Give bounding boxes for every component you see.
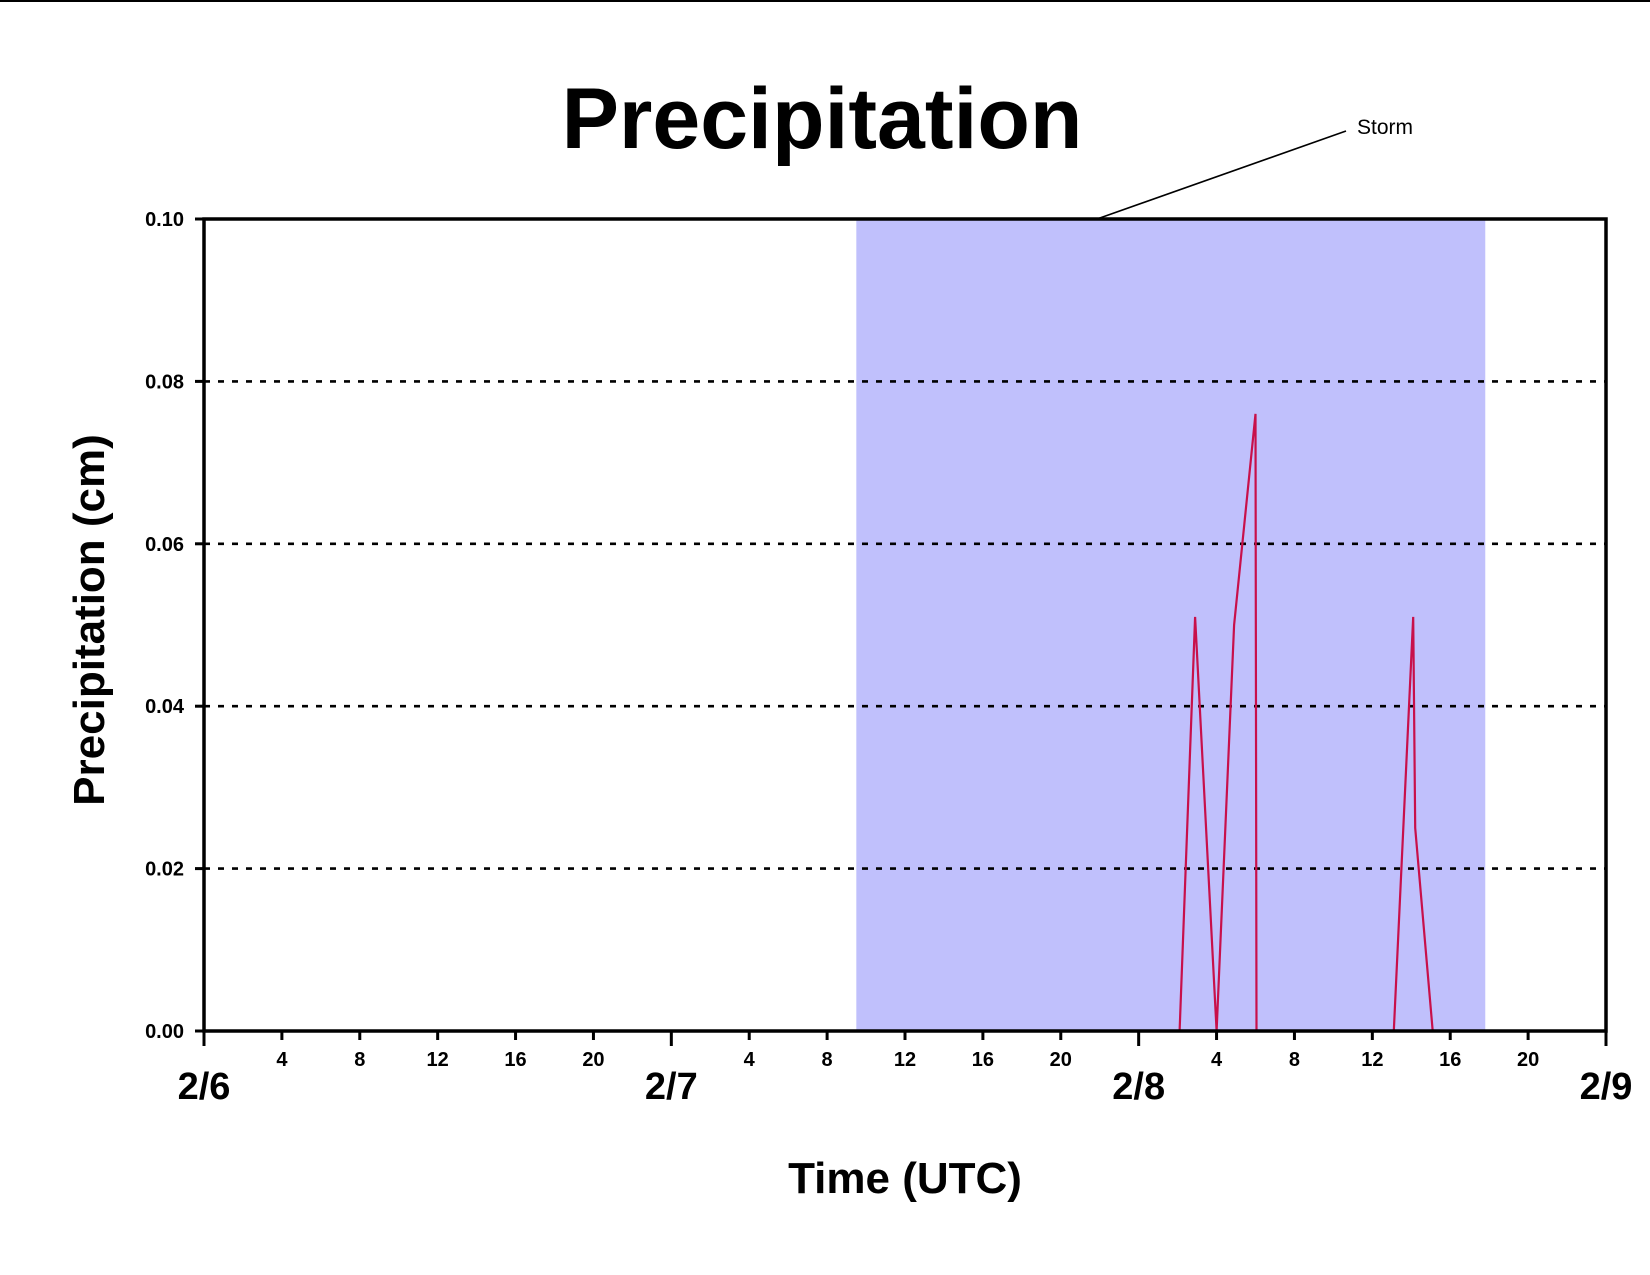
x-minor-tick-label: 16: [504, 1049, 526, 1071]
y-axis-title: Precipitation (cm): [65, 434, 114, 806]
precipitation-series-line: [204, 413, 1606, 1033]
x-minor-tick-label: 12: [427, 1049, 449, 1071]
x-minor-tick-label: 12: [894, 1049, 916, 1071]
x-major-tick-label: 2/8: [1112, 1066, 1165, 1108]
storm-label: Storm: [1357, 116, 1413, 139]
x-minor-tick-label: 4: [276, 1049, 288, 1071]
storm-leader-line: [1096, 130, 1347, 220]
x-major-tick-label: 2/7: [645, 1066, 698, 1108]
y-tick-label: 0.10: [145, 209, 184, 231]
chart-title: Precipitation: [562, 71, 1083, 167]
storm-annotation: Storm: [1096, 116, 1413, 220]
x-minor-tick-label: 8: [822, 1049, 833, 1071]
x-minor-tick-label: 8: [1289, 1049, 1300, 1071]
x-minor-tick-label: 8: [354, 1049, 365, 1071]
y-tick-label: 0.08: [145, 371, 184, 393]
x-minor-tick-label: 4: [1211, 1049, 1223, 1071]
x-minor-tick-label: 4: [744, 1049, 756, 1071]
storm-shaded-region: [856, 219, 1486, 1031]
x-major-tick-label: 2/6: [178, 1066, 231, 1108]
x-minor-tick-label: 20: [582, 1049, 604, 1071]
x-major-tick-label: 2/9: [1580, 1066, 1633, 1108]
x-minor-tick-label: 20: [1517, 1049, 1539, 1071]
x-minor-tick-label: 16: [972, 1049, 994, 1071]
x-minor-tick-label: 20: [1050, 1049, 1072, 1071]
y-tick-label: 0.06: [145, 534, 184, 556]
x-minor-tick-label: 12: [1361, 1049, 1383, 1071]
y-tick-label: 0.02: [145, 859, 184, 881]
x-axis-title: Time (UTC): [788, 1154, 1022, 1203]
x-minor-tick-label: 16: [1439, 1049, 1461, 1071]
y-tick-label: 0.04: [145, 696, 185, 718]
y-tick-label: 0.00: [145, 1021, 184, 1043]
